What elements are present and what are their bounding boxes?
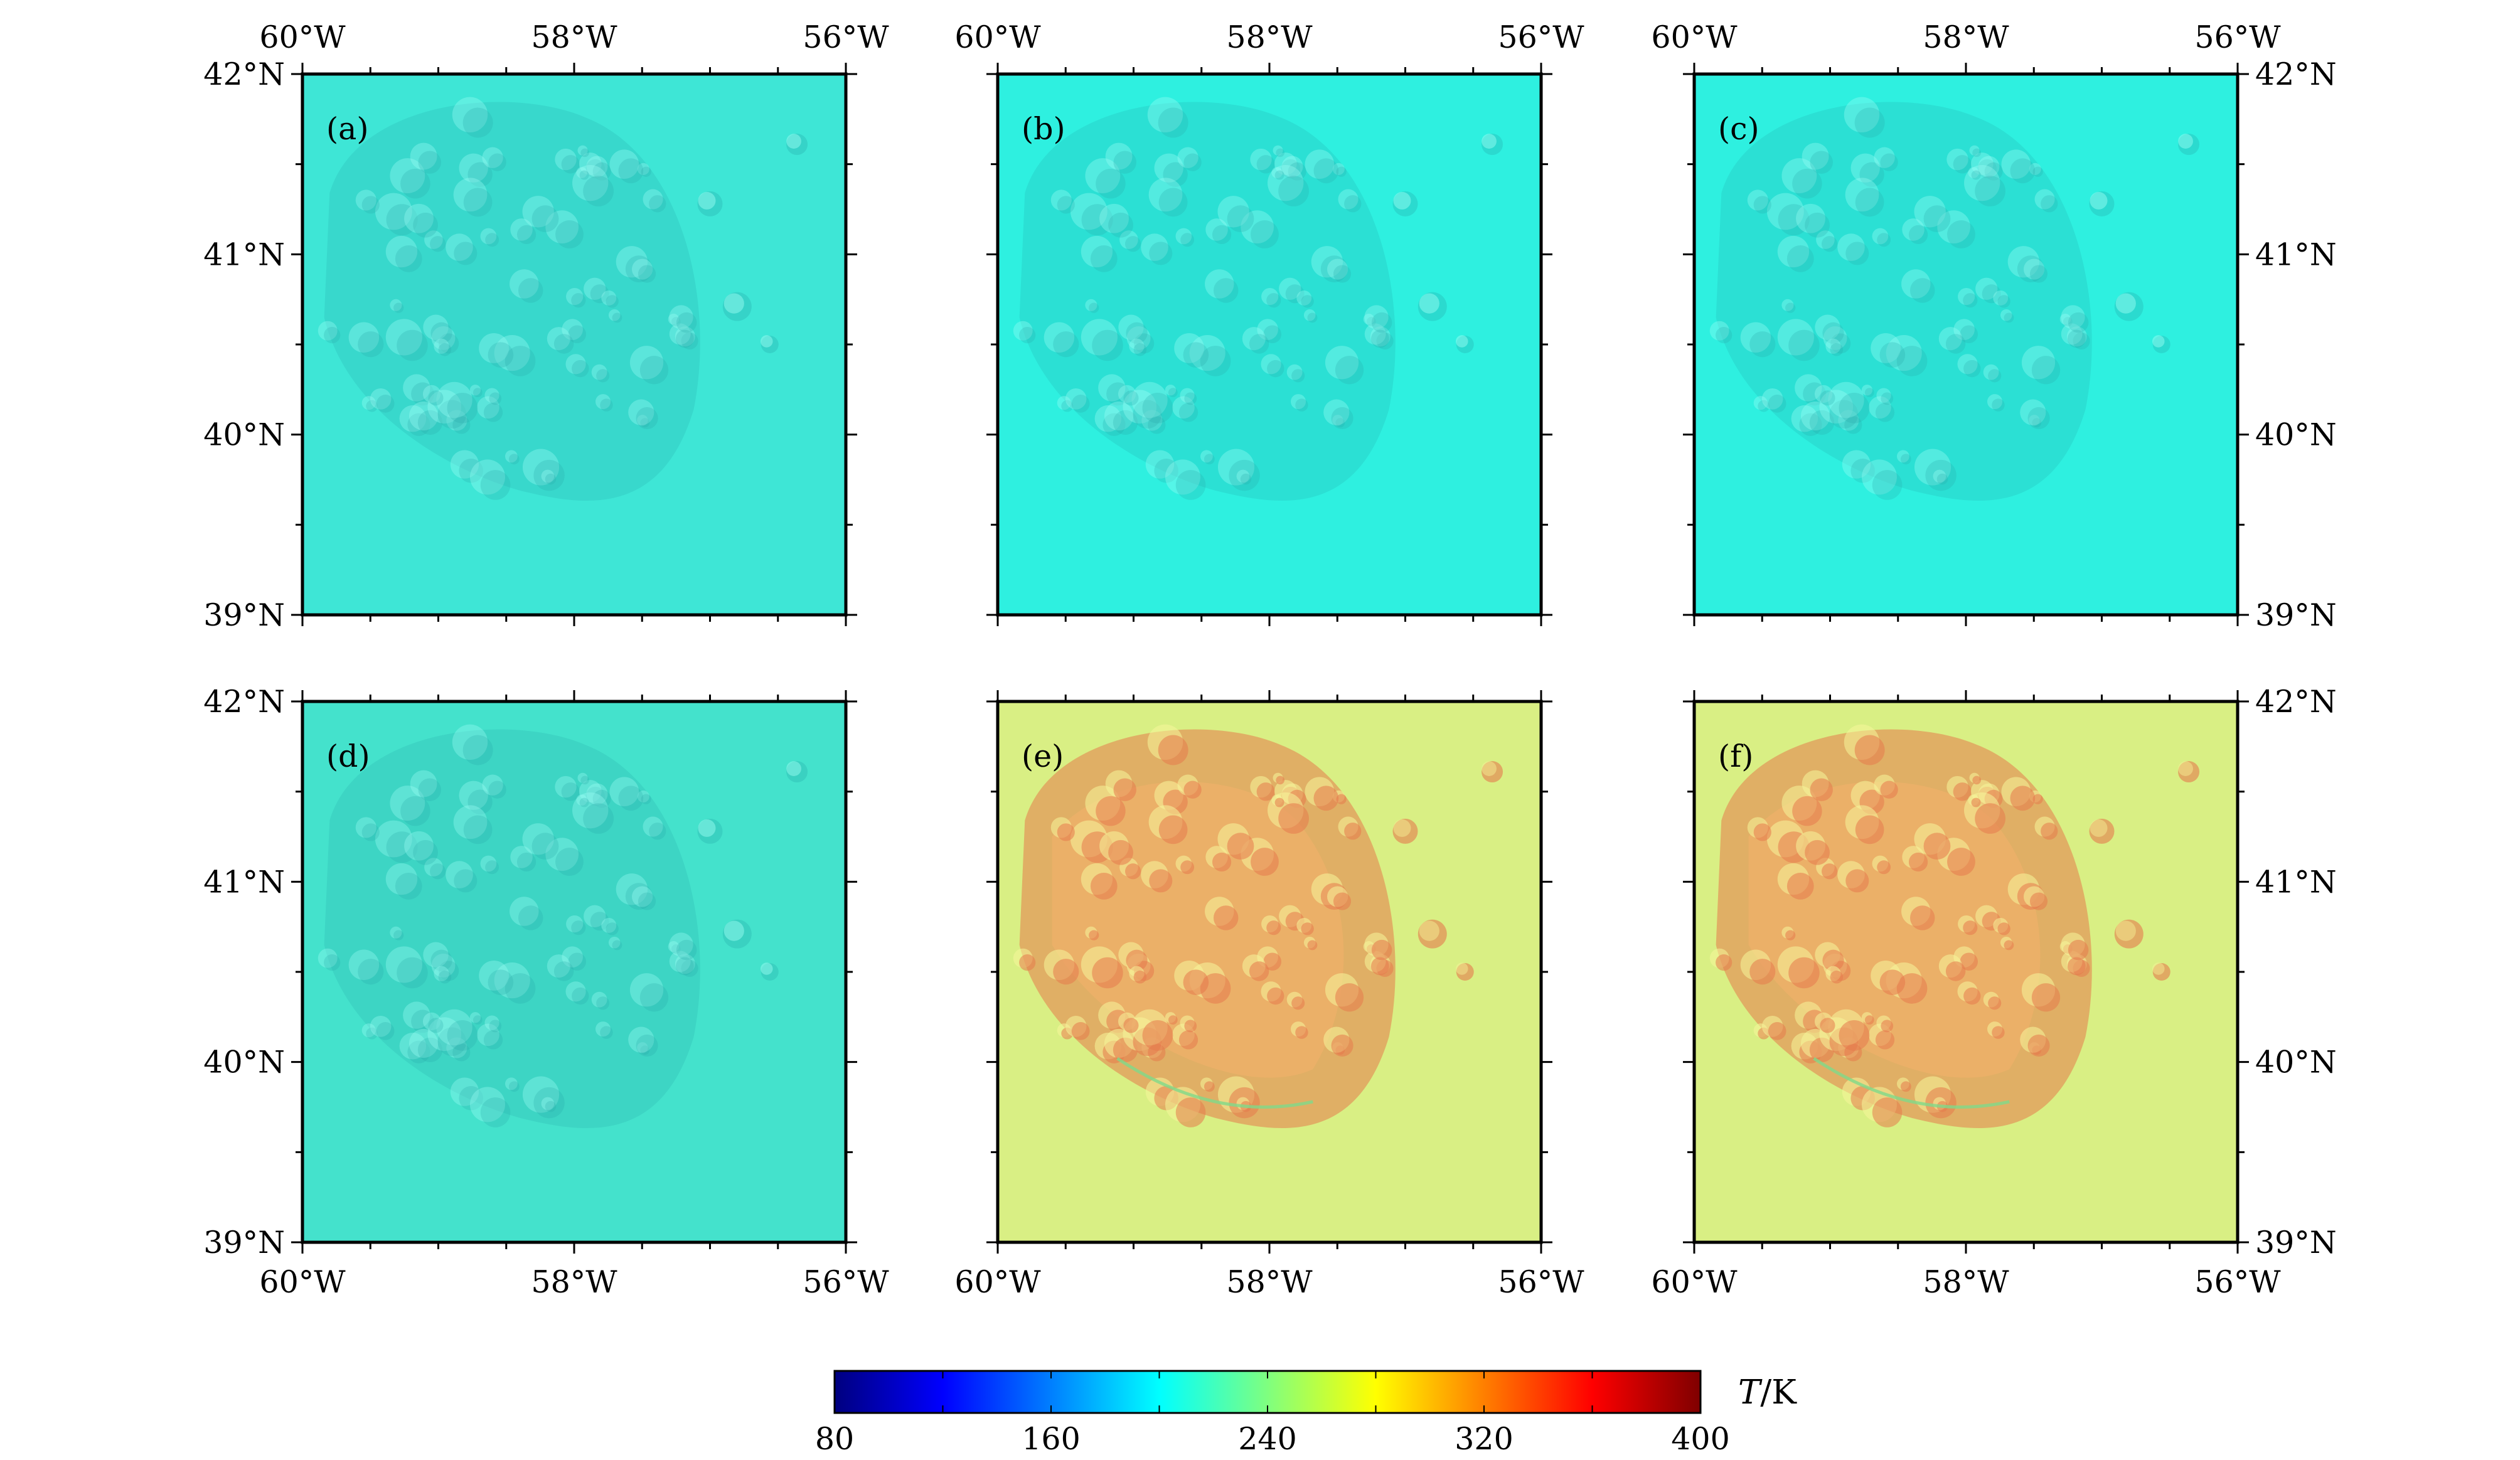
lon-label: 58°W [1226, 19, 1313, 55]
lon-label: 60°W [1651, 1264, 1738, 1300]
terrain-relief [1709, 97, 2200, 501]
lon-label: 56°W [803, 1264, 889, 1300]
frame-ticks [986, 63, 1552, 626]
terrain-relief [1013, 97, 1503, 501]
frame-ticks [291, 63, 857, 626]
panel-label-f: (f) [1718, 738, 1753, 774]
terrain-relief [1013, 724, 1503, 1129]
map-panel-c: (c) 60°W 58°W 56°W42°N 41°N 40°N 39°N [1651, 19, 2336, 633]
colorbar: 80 160 240 320 400 T/K [815, 1370, 1797, 1457]
lon-label: 58°W [1923, 19, 2009, 55]
map-panel-f: (f) 60°W 58°W 56°W 42°N 41°N 40°N 39°N [1651, 684, 2336, 1300]
frame-ticks [1683, 690, 2249, 1254]
lat-label: 40°N [203, 417, 285, 453]
colorbar-tick-label: 240 [1238, 1421, 1297, 1457]
map-panel-b: (b) 60°W 58°W 56°W [954, 19, 1584, 626]
colorbar-ticks: 80 160 240 320 400 [815, 1371, 1730, 1457]
lon-label: 56°W [803, 19, 889, 55]
lat-label: 42°N [2255, 56, 2337, 92]
lat-label: 39°N [2255, 1225, 2337, 1260]
lon-label: 60°W [1651, 19, 1738, 55]
lat-label: 40°N [2255, 1045, 2337, 1080]
panel-label-a: (a) [326, 111, 368, 147]
map-panel-a: (a) 60°W 58°W 56°W 42°N 41°N 40°N 39°N [203, 19, 889, 633]
lon-label: 56°W [2194, 19, 2281, 55]
lon-label: 58°W [531, 1264, 617, 1300]
colorbar-tick-label: 400 [1671, 1421, 1730, 1457]
terrain-relief [318, 97, 808, 501]
lon-label: 56°W [2194, 1264, 2281, 1300]
map-panel-d: (d) 60°W 58°W 56°W 42°N 41°N 40°N 39°N [203, 684, 889, 1300]
lon-label: 58°W [1226, 1264, 1313, 1300]
lon-label: 60°W [954, 1264, 1041, 1300]
map-background [998, 74, 1541, 615]
colorbar-tick-label: 80 [815, 1421, 854, 1457]
map-background [302, 74, 846, 615]
colorbar-title-unit: /K [1760, 1373, 1797, 1412]
panel-label-e: (e) [1022, 738, 1064, 774]
lon-label: 60°W [259, 19, 346, 55]
colorbar-tick-label: 160 [1022, 1421, 1081, 1457]
lon-label: 56°W [1498, 1264, 1584, 1300]
panel-grid: (a)60°W 58°W 56°W42°N41°N40°N39°N(b)60°W 58… [203, 19, 2336, 1300]
frame-ticks [291, 690, 857, 1254]
map-background [1694, 74, 2238, 615]
panel-label-b: (b) [1022, 111, 1065, 147]
lat-label: 40°N [2255, 417, 2337, 453]
lat-label: 41°N [2255, 864, 2337, 900]
lat-label: 39°N [2255, 597, 2337, 633]
map-background [302, 701, 846, 1242]
lat-label: 41°N [203, 237, 285, 272]
lat-label: 42°N [203, 56, 285, 92]
lat-label: 41°N [2255, 237, 2337, 272]
panel-label-d: (d) [326, 738, 370, 774]
terrain-relief [318, 724, 808, 1129]
lon-label: 58°W [1923, 1264, 2009, 1300]
map-panel-e: (e) 60°W 58°W 56°W [954, 690, 1584, 1300]
lat-label: 41°N [203, 864, 285, 900]
colorbar-tick-label: 320 [1455, 1421, 1514, 1457]
lon-label: 56°W [1498, 19, 1584, 55]
frame-ticks [986, 690, 1552, 1254]
lat-label: 40°N [203, 1045, 285, 1080]
lon-label: 58°W [531, 19, 617, 55]
colorbar-title-var: T [1738, 1373, 1763, 1412]
terrain-relief [1709, 724, 2200, 1129]
lat-label: 42°N [2255, 684, 2337, 720]
lat-label: 39°N [203, 1225, 285, 1260]
lat-label: 39°N [203, 597, 285, 633]
lon-label: 60°W [259, 1264, 346, 1300]
lon-label: 60°W [954, 19, 1041, 55]
frame-ticks [1683, 63, 2249, 626]
colorbar-title: T/K [1738, 1373, 1797, 1412]
lat-label: 42°N [203, 684, 285, 720]
panel-label-c: (c) [1718, 111, 1759, 147]
